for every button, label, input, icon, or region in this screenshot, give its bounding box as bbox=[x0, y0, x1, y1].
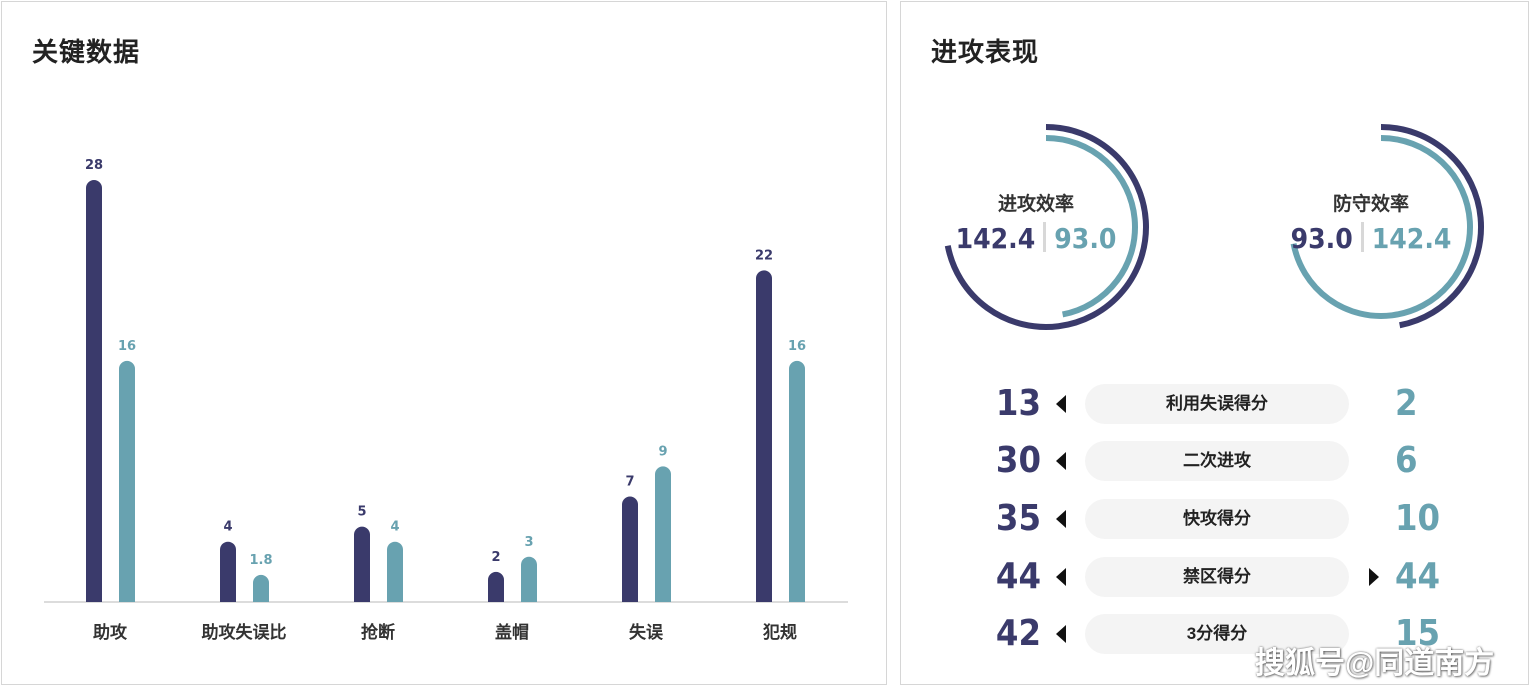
stat-value-team-a: 44 bbox=[995, 556, 1041, 597]
ring-value-team-b: 93.0 bbox=[1054, 222, 1117, 255]
defensive-efficiency-ring bbox=[1290, 124, 1485, 329]
bar bbox=[86, 180, 102, 602]
ring-title: 防守效率 bbox=[1332, 194, 1409, 215]
ring-arc-team-b bbox=[1290, 135, 1473, 319]
ring-values: 93.0 142.4 bbox=[1251, 222, 1491, 255]
arrow-left-icon bbox=[1056, 625, 1066, 643]
bar bbox=[119, 360, 135, 602]
category-label: 助攻 bbox=[93, 622, 128, 642]
bar-value-label: 16 bbox=[118, 339, 136, 354]
arrow-left-icon bbox=[1056, 395, 1066, 413]
category-label: 犯规 bbox=[762, 622, 797, 642]
bar-value-label: 3 bbox=[524, 535, 533, 550]
bar bbox=[387, 541, 403, 602]
bar-value-label: 4 bbox=[390, 520, 399, 535]
ring-arc-team-b bbox=[1045, 135, 1138, 318]
bar bbox=[789, 360, 805, 602]
ring-values: 142.4 93.0 bbox=[916, 222, 1156, 255]
stat-label: 二次进攻 bbox=[1085, 441, 1349, 481]
stat-value-team-b: 2 bbox=[1395, 383, 1418, 424]
ring-value-divider bbox=[1360, 222, 1364, 252]
bar bbox=[756, 270, 772, 602]
stat-value-team-b: 15 bbox=[1395, 613, 1441, 654]
stat-row: 35 快攻得分 10 bbox=[901, 498, 1528, 540]
bar bbox=[521, 556, 537, 602]
stat-value-team-a: 30 bbox=[995, 440, 1041, 481]
bar bbox=[488, 571, 504, 602]
bar-value-label: 22 bbox=[755, 248, 773, 263]
bar-value-label: 2 bbox=[491, 550, 500, 565]
arrow-left-icon bbox=[1056, 510, 1066, 528]
stat-row: 44 禁区得分 44 bbox=[901, 556, 1528, 598]
category-label: 失误 bbox=[629, 622, 664, 642]
bar-value-label: 28 bbox=[85, 158, 103, 173]
ring-value-team-a: 142.4 bbox=[955, 222, 1036, 255]
arrow-right-icon bbox=[1369, 568, 1379, 586]
bar bbox=[220, 541, 236, 602]
bar-value-label: 16 bbox=[788, 339, 806, 354]
stat-value-team-a: 35 bbox=[995, 498, 1041, 539]
offense-panel: 进攻表现 进攻效率 142.4 93.0 防守效率 93.0 142.4 13 利用失… bbox=[900, 1, 1529, 685]
category-label: 盖帽 bbox=[495, 622, 529, 642]
bar bbox=[655, 466, 671, 602]
ring-value-team-b: 142.4 bbox=[1371, 222, 1452, 255]
watermark: 搜狐号@同道南方 bbox=[1255, 647, 1495, 680]
bar bbox=[354, 526, 370, 602]
stat-value-team-b: 10 bbox=[1395, 498, 1441, 539]
stat-label: 3分得分 bbox=[1085, 614, 1349, 654]
bar-value-label: 5 bbox=[357, 505, 366, 520]
arrow-left-icon bbox=[1056, 568, 1066, 586]
stat-row: 42 3分得分 15 bbox=[901, 613, 1528, 655]
bar-value-label: 4 bbox=[223, 520, 232, 535]
stat-row: 13 利用失误得分 2 bbox=[901, 383, 1528, 425]
offensive-efficiency-ring bbox=[944, 124, 1149, 330]
bar bbox=[253, 574, 269, 602]
ring-value-team-a: 93.0 bbox=[1290, 222, 1353, 255]
stat-value-team-b: 6 bbox=[1395, 440, 1418, 481]
key-stats-panel: 关键数据 28 16 助攻 4 1.8 助攻失误比 5 4 抢断 2 3 盖帽 7 9 失误 22 16 犯规 bbox=[1, 1, 887, 685]
ring-title: 进攻效率 bbox=[997, 194, 1074, 215]
ring-value-divider bbox=[1043, 222, 1047, 252]
ring-arc-team-a bbox=[944, 124, 1149, 330]
bar-value-label: 7 bbox=[625, 475, 634, 490]
panel-title: 关键数据 bbox=[32, 37, 141, 67]
ring-arc-team-a bbox=[1380, 124, 1485, 329]
category-label: 抢断 bbox=[361, 622, 395, 642]
category-label: 助攻失误比 bbox=[202, 622, 287, 642]
stat-label: 快攻得分 bbox=[1085, 499, 1349, 539]
bar-value-label: 1.8 bbox=[249, 553, 272, 568]
arrow-left-icon bbox=[1056, 452, 1066, 470]
bar-value-label: 9 bbox=[658, 444, 667, 459]
key-stats-bar-chart: 28 16 助攻 4 1.8 助攻失误比 5 4 抢断 2 3 盖帽 7 9 失误 22 16 犯规 bbox=[44, 158, 848, 642]
panel-title: 进攻表现 bbox=[931, 37, 1040, 67]
stat-value-team-b: 44 bbox=[1395, 556, 1441, 597]
stat-label: 禁区得分 bbox=[1085, 557, 1349, 597]
bar bbox=[622, 496, 638, 602]
stat-row: 30 二次进攻 6 bbox=[901, 440, 1528, 482]
stat-value-team-a: 13 bbox=[995, 383, 1041, 424]
stat-value-team-a: 42 bbox=[995, 613, 1041, 654]
stat-label: 利用失误得分 bbox=[1085, 384, 1349, 424]
